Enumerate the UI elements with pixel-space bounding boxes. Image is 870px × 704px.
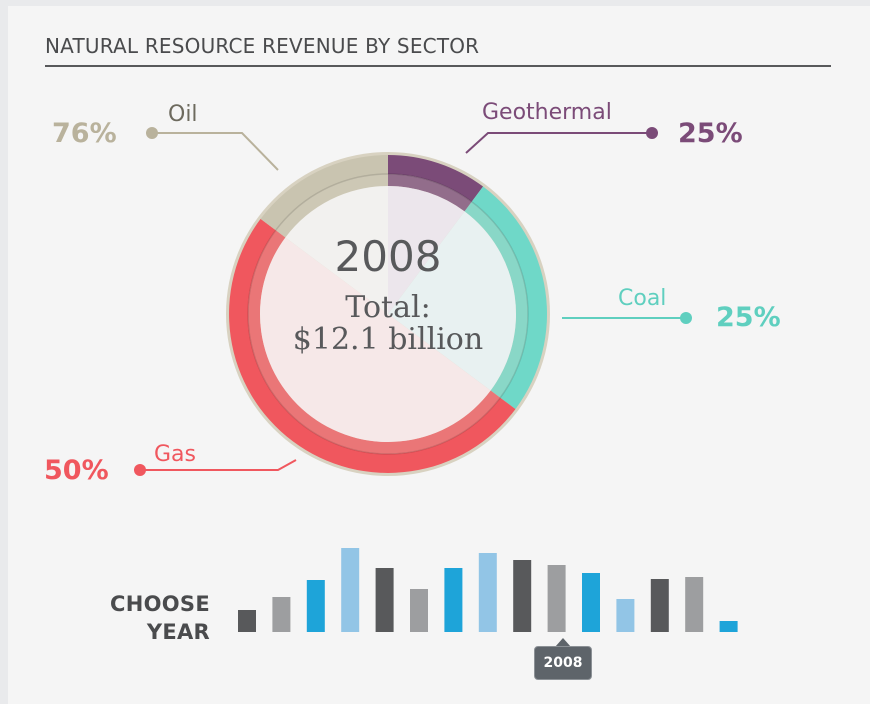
year-bar[interactable] — [685, 577, 704, 632]
year-bar[interactable] — [272, 597, 291, 632]
choose-year-line2: YEAR — [146, 620, 210, 644]
year-bar[interactable] — [513, 560, 532, 632]
oil-label: Oil — [168, 102, 198, 127]
choose-year-label: CHOOSE YEAR — [60, 590, 210, 646]
center-total: Total: $12.1 billion — [268, 292, 508, 356]
geothermal-slice — [388, 186, 465, 314]
coal-slice — [388, 211, 516, 391]
oil-ring-segment — [260, 155, 388, 231]
gas-ring-inner-band — [247, 230, 501, 454]
geothermal-ring-inner-band — [388, 174, 472, 212]
oil-slice — [285, 186, 388, 314]
geothermal-ring-segment — [388, 155, 484, 202]
geothermal-label: Geothermal — [482, 100, 612, 125]
year-bar[interactable] — [582, 573, 600, 632]
coal-ring-inner-band — [464, 201, 528, 398]
ring-divider — [247, 173, 529, 455]
year-bar[interactable] — [341, 548, 360, 632]
year-bar[interactable] — [444, 568, 463, 632]
title-rule — [45, 65, 831, 67]
coal-ring-segment — [471, 186, 547, 410]
oil-percent: 76% — [52, 118, 117, 149]
center-year: 2008 — [334, 232, 442, 281]
choose-year-line1: CHOOSE — [110, 592, 210, 616]
year-bar[interactable] — [719, 621, 738, 632]
gas-slice — [260, 237, 491, 442]
oil-leader-dot — [146, 127, 158, 139]
year-bar[interactable] — [410, 589, 428, 632]
gas-ring-segment — [229, 218, 516, 473]
center-total-label: Total: — [345, 290, 431, 325]
coal-percent: 25% — [716, 302, 781, 333]
year-bar[interactable] — [238, 610, 256, 632]
oil-ring-inner-band — [275, 173, 388, 238]
coal-leader-dot — [680, 312, 692, 324]
year-bar[interactable] — [650, 579, 669, 632]
oil-leader-line — [152, 132, 279, 171]
year-bar[interactable] — [306, 580, 325, 632]
chart-title: NATURAL RESOURCE REVENUE BY SECTOR — [45, 34, 480, 58]
gas-percent: 50% — [44, 455, 109, 486]
year-tooltip: 2008 — [534, 646, 592, 680]
year-bar[interactable] — [478, 553, 497, 632]
year-bar[interactable] — [547, 565, 566, 632]
year-bar[interactable] — [616, 599, 635, 632]
year-bar[interactable] — [375, 568, 394, 632]
gas-leader-line — [140, 459, 297, 471]
gas-leader-dot — [134, 464, 146, 476]
year-tooltip-arrow — [555, 638, 571, 647]
coal-label: Coal — [618, 286, 667, 311]
center-total-value: $12.1 billion — [292, 322, 484, 357]
geothermal-percent: 25% — [678, 118, 743, 149]
geothermal-leader-dot — [646, 127, 658, 139]
geothermal-leader-line — [465, 132, 652, 154]
gas-label: Gas — [154, 442, 196, 467]
